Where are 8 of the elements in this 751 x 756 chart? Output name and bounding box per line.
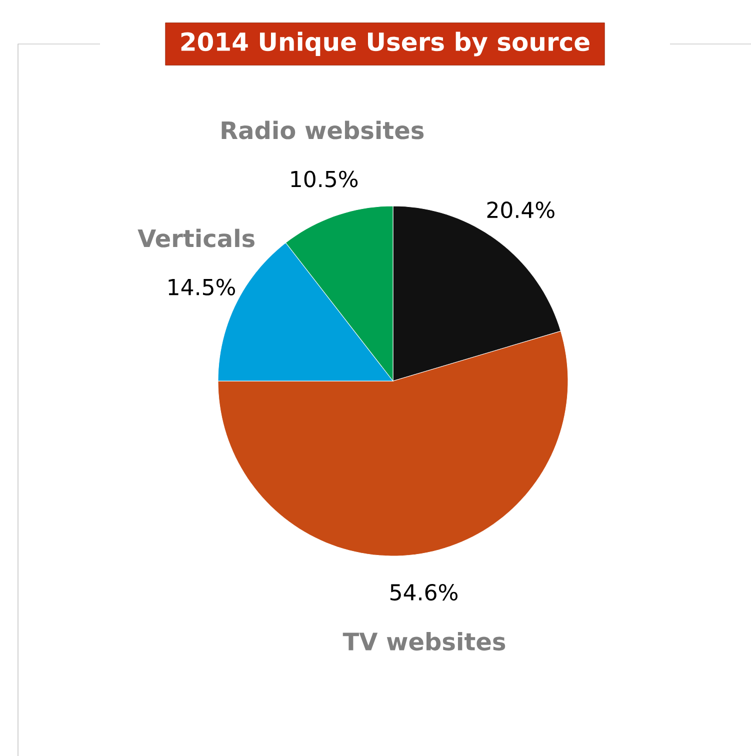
slice-label: Radio websites <box>222 120 424 140</box>
data-label: 54.6% <box>390 584 458 601</box>
data-label: 14.5% <box>168 278 235 296</box>
data-label: 10.5% <box>291 170 358 188</box>
slice-label: TV websites <box>342 632 506 651</box>
slice-label: Verticals <box>138 228 254 248</box>
chart-title: 2014 Unique Users by source <box>181 32 590 56</box>
data-label: 20.4% <box>487 202 554 218</box>
